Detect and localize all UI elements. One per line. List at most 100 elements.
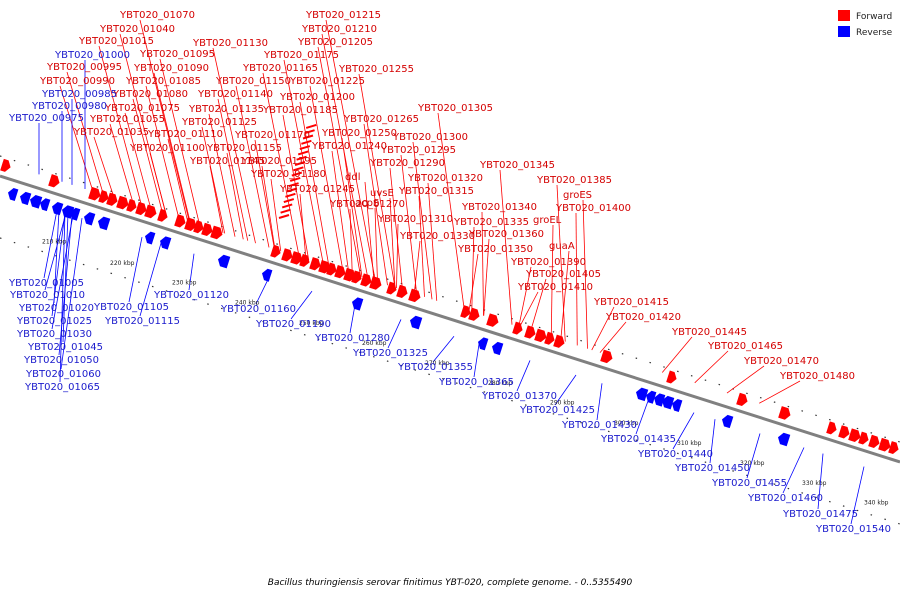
reverse-gene-label: YBT020_01355 — [397, 362, 473, 373]
forward-leader-line — [132, 98, 164, 214]
forward-gene — [468, 307, 480, 321]
reverse-gene-label: YBT020_00975 — [8, 113, 84, 124]
reverse-gene-label: YBT020_01025 — [16, 316, 92, 327]
forward-gene — [48, 174, 60, 188]
forward-gene-label: YBT020_01480 — [779, 371, 855, 382]
reverse-leader-line — [290, 290, 313, 320]
forward-gene-label: YBT020_01205 — [297, 37, 373, 48]
forward-gene-label: YBT020_01245 — [279, 184, 355, 195]
forward-leader-line — [254, 139, 275, 250]
forward-leader-line — [341, 137, 363, 278]
reverse-gene-label: YBT020_01365 — [438, 377, 514, 388]
reverse-gene — [262, 268, 273, 282]
reverse-gene-label: YBT020_01370 — [481, 391, 557, 402]
forward-leader-line — [261, 165, 276, 250]
reverse-gene-label: YBT020_01440 — [637, 449, 713, 460]
figure-caption: Bacillus thuringiensis serovar finitimus… — [267, 578, 633, 588]
forward-leader-line — [309, 85, 344, 272]
reverse-leader-line — [432, 336, 455, 363]
reverse-leader-line — [51, 212, 66, 317]
reverse-gene — [30, 195, 43, 209]
forward-gene — [736, 392, 748, 407]
forward-leader-line — [418, 195, 425, 297]
forward-leader-line — [139, 19, 190, 223]
reverse-gene-label: YBT020_01120 — [153, 290, 229, 301]
reverse-gene — [352, 297, 364, 311]
forward-gene-label: YBT020_01140 — [197, 89, 273, 100]
forward-gene — [278, 214, 290, 219]
reverse-gene — [84, 212, 96, 226]
forward-gene-label: YBT020_01290 — [369, 158, 445, 169]
forward-gene — [0, 158, 11, 172]
forward-gene — [283, 198, 295, 204]
forward-gene — [460, 305, 471, 319]
forward-leader-line — [212, 47, 256, 244]
reverse-leader-line — [59, 212, 66, 383]
reverse-gene — [40, 198, 51, 212]
forward-leader-line — [282, 114, 310, 261]
forward-gene-label: YBT020_01360 — [468, 229, 544, 240]
forward-gene — [305, 123, 317, 129]
scale-tick-label: 240 kbp — [235, 300, 260, 307]
reverse-gene-label: YBT020_01450 — [674, 463, 750, 474]
forward-gene — [106, 192, 118, 206]
forward-leader-line — [759, 380, 801, 404]
forward-gene — [116, 195, 129, 210]
forward-gene — [544, 331, 555, 345]
forward-leader-line — [530, 278, 547, 331]
reverse-leader-line — [850, 466, 865, 525]
forward-gene-label: YBT020_01470 — [743, 356, 819, 367]
forward-gene-label: YBT020_01250 — [321, 128, 397, 139]
reverse-gene — [8, 188, 19, 201]
forward-gene-label: YBT020_01410 — [517, 282, 593, 293]
forward-gene-label: YBT020_01015 — [78, 36, 154, 47]
legend-forward-swatch — [838, 10, 850, 21]
forward-gene-label: YBT020_01155 — [206, 143, 282, 154]
forward-leader-line — [591, 306, 615, 351]
forward-leader-line — [499, 169, 513, 325]
forward-leader-line — [124, 112, 152, 211]
forward-leader-line — [556, 184, 566, 342]
reverse-leader-line — [188, 253, 195, 291]
forward-leader-line — [471, 226, 475, 312]
forward-leader-line — [358, 73, 396, 288]
reverse-gene-label: YBT020_01475 — [782, 509, 858, 520]
reverse-gene-label: YBT020_01005 — [8, 278, 84, 289]
forward-gene — [299, 145, 311, 151]
reverse-gene — [218, 254, 231, 269]
forward-gene-label: YBT020_01150 — [215, 76, 291, 87]
forward-gene — [135, 201, 147, 216]
forward-leader-line — [427, 182, 438, 301]
scale-tick-label: 310 kbp — [677, 440, 702, 447]
forward-gene-label: YBT020_01080 — [112, 89, 188, 100]
forward-gene-label: YBT020_01095 — [139, 49, 215, 60]
forward-gene — [290, 251, 303, 265]
forward-gene-label: YBT020_01320 — [407, 173, 483, 184]
scale-tick-label: 270 kbp — [425, 360, 450, 367]
reverse-gene-label: YBT020_01435 — [600, 434, 676, 445]
forward-leader-line — [374, 207, 378, 282]
forward-leader-line — [575, 212, 578, 346]
forward-leader-line — [98, 45, 143, 208]
forward-gene — [369, 276, 382, 290]
forward-leader-line — [582, 199, 588, 349]
forward-gene — [126, 198, 137, 212]
forward-leader-line — [59, 85, 94, 192]
reverse-gene — [654, 393, 666, 407]
forward-gene — [184, 217, 197, 231]
legend-reverse-swatch — [838, 26, 850, 37]
forward-gene-label: YBT020_01315 — [398, 186, 474, 197]
forward-gene — [878, 437, 891, 452]
forward-gene-label: YBT020_01085 — [125, 76, 201, 87]
forward-gene-label: YBT020_00990 — [39, 76, 115, 87]
forward-leader-line — [396, 223, 399, 289]
forward-gene-label: YBT020_01310 — [377, 214, 453, 225]
forward-leader-line — [325, 19, 376, 282]
scale-tick-label: 340 kbp — [864, 499, 889, 506]
forward-gene — [826, 421, 837, 435]
forward-gene-label: YBT020_01185 — [262, 105, 338, 116]
forward-gene — [210, 225, 223, 240]
scale-tick-label: 290 kbp — [550, 400, 575, 407]
reverse-gene — [672, 399, 683, 412]
